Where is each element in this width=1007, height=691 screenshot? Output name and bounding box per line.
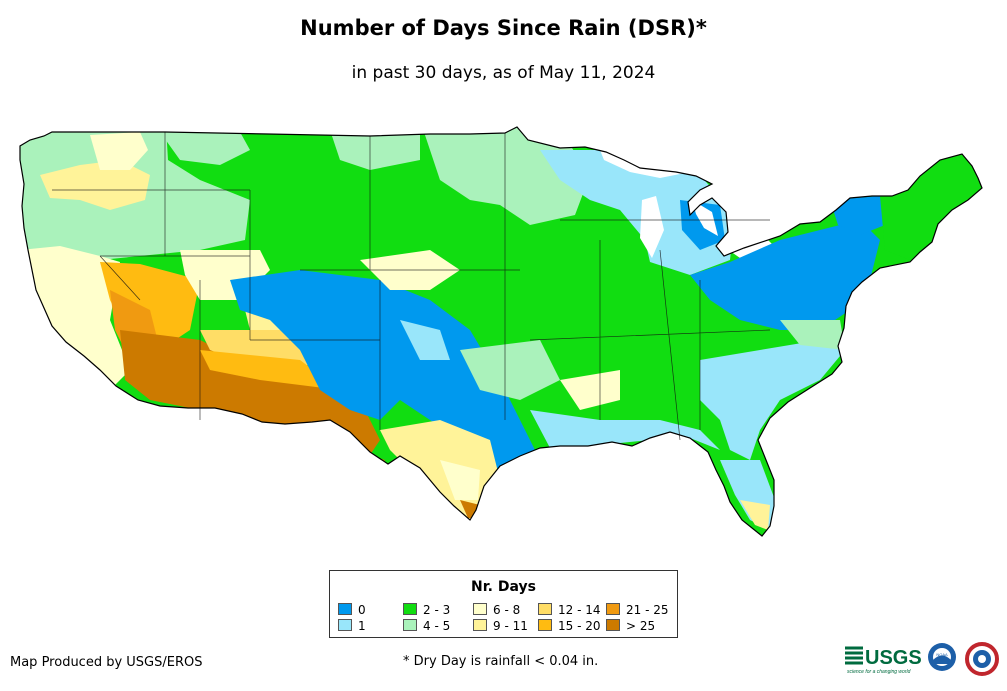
legend: Nr. Days 0 1 2 - 3 4 - 5 6 - 8 9 - 11 12… [329,570,678,638]
noaa-logo: NOAA [928,643,956,671]
legend-swatch [538,619,552,631]
legend-swatch [606,619,620,631]
legend-item-12-14: 12 - 14 [538,603,601,616]
legend-swatch [403,603,417,615]
map-title: Number of Days Since Rain (DSR)* [300,16,707,40]
legend-swatch [473,603,487,615]
usgs-logo: USGS science for a changing world [845,646,922,675]
legend-swatch [473,619,487,631]
legend-item-2-3: 2 - 3 [403,603,450,616]
legend-item-4-5: 4 - 5 [403,619,450,632]
legend-item-15-20: 15 - 20 [538,619,601,632]
svg-text:NOAA: NOAA [936,652,948,657]
agency-logos: USGS science for a changing world NOAA [845,642,999,676]
nws-logo [965,642,999,676]
legend-item-over-25: > 25 [606,619,655,632]
legend-item-9-11: 9 - 11 [473,619,528,632]
legend-swatch [538,603,552,615]
us-dsr-map [19,126,983,537]
legend-item-6-8: 6 - 8 [473,603,520,616]
legend-item-21-25: 21 - 25 [606,603,669,616]
legend-swatch [338,619,352,631]
legend-swatch [338,603,352,615]
map-subtitle: in past 30 days, as of May 11, 2024 [351,63,656,83]
dry-day-footnote: * Dry Day is rainfall < 0.04 in. [403,654,599,669]
legend-item-1: 1 [338,619,366,632]
legend-swatch [403,619,417,631]
svg-text:USGS: USGS [865,647,922,669]
svg-text:science for a changing world: science for a changing world [847,669,911,675]
legend-title: Nr. Days [471,579,536,595]
map-credit: Map Produced by USGS/EROS [10,655,203,670]
legend-item-0: 0 [338,603,366,616]
legend-swatch [606,603,620,615]
